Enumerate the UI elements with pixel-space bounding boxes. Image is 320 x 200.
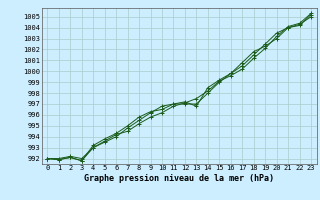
X-axis label: Graphe pression niveau de la mer (hPa): Graphe pression niveau de la mer (hPa) [84, 174, 274, 183]
